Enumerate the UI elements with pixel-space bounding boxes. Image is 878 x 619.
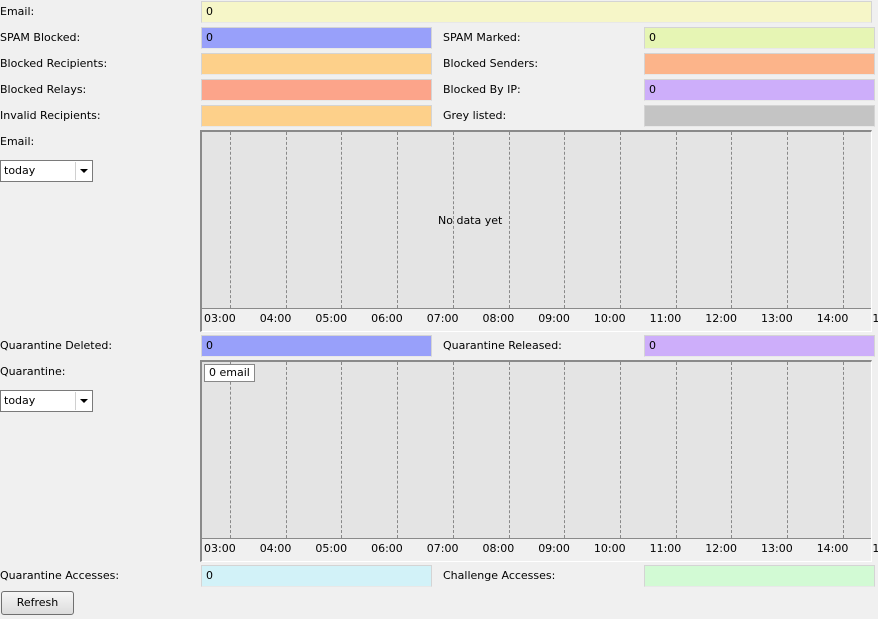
gridline: [452, 362, 454, 538]
x-tick-label: 11:00: [649, 542, 682, 555]
x-tick-label: 12:00: [705, 312, 737, 325]
x-tick-label: 06:00: [371, 542, 403, 555]
quarantine-deleted-label: Quarantine Deleted:: [0, 339, 113, 352]
quarantine-released-label: Quarantine Released:: [443, 339, 562, 352]
blocked-senders-label: Blocked Senders:: [443, 57, 539, 70]
spam-blocked-label: SPAM Blocked:: [0, 31, 81, 44]
x-tick-label: 07:00: [426, 542, 459, 555]
x-tick-label: 13:00: [761, 312, 793, 325]
gridline: [842, 132, 844, 308]
grey-listed-label: Grey listed:: [443, 109, 507, 122]
quarantine-chart-label: Quarantine:: [0, 365, 66, 378]
gridline: [564, 362, 566, 538]
challenge-accesses-field: [644, 565, 875, 587]
email-period-select[interactable]: today: [0, 160, 93, 182]
gridline: [787, 362, 788, 538]
x-tick-label: 15:00: [872, 542, 878, 555]
challenge-accesses-label: Challenge Accesses:: [443, 569, 556, 582]
x-tick-label: 13:00: [761, 542, 793, 555]
blocked-recipients-field: [201, 53, 432, 75]
x-tick-label: 09:00: [538, 312, 570, 325]
email-chart-plot: No data yet: [202, 132, 871, 308]
x-tick-label: 10:00: [593, 542, 626, 555]
gridline: [341, 362, 343, 538]
quarantine-period-value: today: [4, 394, 36, 407]
quarantine-chart-plot: 0 email: [202, 362, 871, 538]
gridline: [341, 132, 343, 308]
gridline: [230, 362, 231, 538]
x-tick-label: 14:00: [816, 312, 849, 325]
x-tick-label: 06:00: [371, 312, 403, 325]
gridline: [397, 132, 399, 308]
x-tick-label: 05:00: [315, 312, 348, 325]
x-tick-label: 11:00: [649, 312, 682, 325]
gridline: [842, 362, 844, 538]
x-tick-label: 05:00: [315, 542, 348, 555]
refresh-button[interactable]: Refresh: [1, 591, 74, 615]
x-tick-label: 03:00: [204, 542, 236, 555]
blocked-recipients-label: Blocked Recipients:: [0, 57, 108, 70]
blocked-by-ip-label: Blocked By IP:: [443, 83, 521, 96]
blocked-by-ip-field: 0: [644, 79, 875, 101]
quarantine-deleted-field: 0: [201, 335, 432, 357]
x-tick-label: 03:00: [204, 312, 236, 325]
x-tick-label: 10:00: [593, 312, 626, 325]
x-tick-label: 15:00: [872, 312, 878, 325]
x-tick-label: 12:00: [705, 542, 737, 555]
quarantine-legend-tag: 0 email: [204, 364, 255, 382]
invalid-recipients-label: Invalid Recipients:: [0, 109, 101, 122]
x-tick-label: 08:00: [482, 542, 515, 555]
x-tick-label: 04:00: [259, 542, 292, 555]
x-tick-label: 07:00: [426, 312, 459, 325]
blocked-relays-label: Blocked Relays:: [0, 83, 87, 96]
x-tick-label: 09:00: [538, 542, 570, 555]
gridline: [675, 362, 677, 538]
quarantine-chart-x-axis: 03:00 04:00 05:00 06:00 07:00 08:00 09:00 10:00…: [202, 538, 878, 561]
quarantine-accesses-label: Quarantine Accesses:: [0, 569, 120, 582]
email-chart-x-axis: 03:00 04:00 05:00 06:00 07:00 08:00 09:00 10:00…: [202, 308, 878, 331]
email-label: Email:: [0, 5, 35, 18]
gridline: [230, 132, 231, 308]
email-chart-label: Email:: [0, 135, 35, 148]
x-tick-label: 08:00: [482, 312, 515, 325]
email-chart: No data yet 03:00 04:00 05:00 06:00 07:00 08:…: [200, 130, 878, 332]
quarantine-period-select[interactable]: today: [0, 390, 93, 412]
email-period-value: today: [4, 164, 36, 177]
quarantine-accesses-field: 0: [201, 565, 432, 587]
gridline: [619, 362, 621, 538]
grey-listed-field: [644, 105, 875, 127]
gridline: [452, 132, 454, 308]
no-data-message: No data yet: [438, 214, 503, 227]
gridline: [285, 132, 287, 308]
email-count-field: 0: [201, 1, 872, 23]
invalid-recipients-field: [201, 105, 432, 127]
spam-blocked-field: 0: [201, 27, 432, 49]
gridline: [675, 132, 677, 308]
gridline: [787, 132, 788, 308]
quarantine-released-field: 0: [644, 335, 875, 357]
chevron-down-icon[interactable]: [75, 162, 91, 180]
gridline: [564, 132, 566, 308]
quarantine-chart: 0 email 03:00 04:00 05:00 06:00 07:00 08:00 09…: [200, 360, 878, 562]
gridline: [508, 362, 510, 538]
gridline: [731, 132, 733, 308]
x-tick-label: 04:00: [259, 312, 292, 325]
gridline: [619, 132, 621, 308]
chevron-down-icon[interactable]: [75, 392, 91, 410]
gridline: [508, 132, 510, 308]
x-tick-label: 14:00: [816, 542, 849, 555]
gridline: [731, 362, 733, 538]
spam-marked-label: SPAM Marked:: [443, 31, 521, 44]
blocked-relays-field: [201, 79, 432, 101]
gridline: [285, 362, 287, 538]
spam-marked-field: 0: [644, 27, 875, 49]
gridline: [397, 362, 399, 538]
blocked-senders-field: [644, 53, 875, 75]
